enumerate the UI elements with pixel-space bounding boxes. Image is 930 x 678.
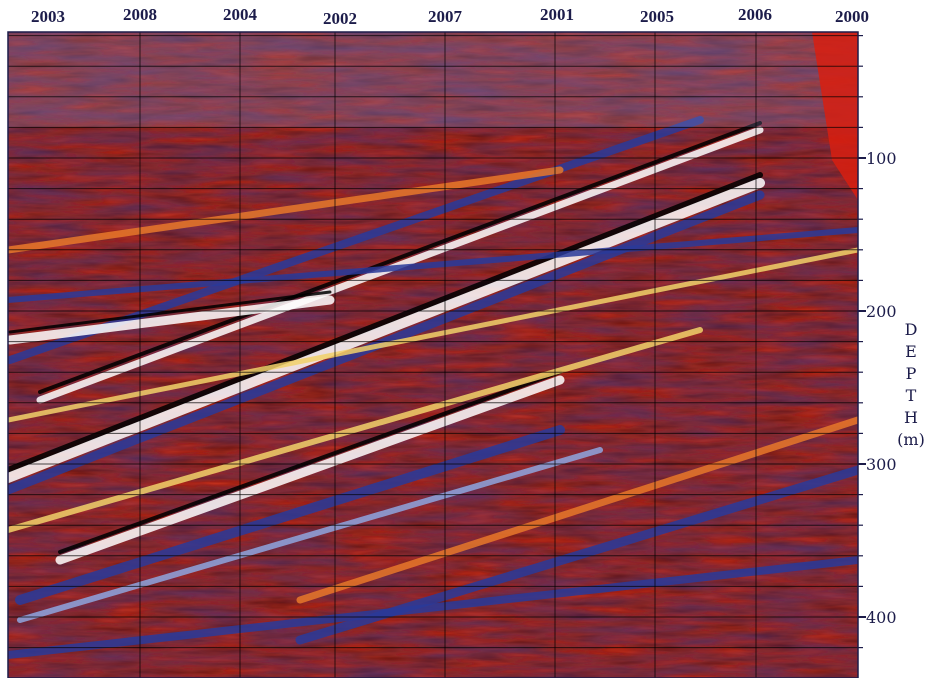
- well-year-label: 2004: [223, 5, 258, 24]
- depth-axis-letter: H: [904, 408, 918, 427]
- depth-axis-letter: (m): [897, 430, 925, 449]
- reflector-band: [55, 375, 565, 565]
- reflector-band: [8, 247, 858, 423]
- well-year-label: 2001: [540, 5, 574, 24]
- well-year-labels: 2003 2008 2004 2002 2007 2001 2005 2006 2000: [31, 5, 869, 28]
- reflector-band: [8, 178, 765, 483]
- depth-axis-letter: D: [905, 320, 918, 339]
- reflector-band: [8, 556, 858, 659]
- well-year-label: 2006: [738, 5, 772, 24]
- depth-tick-label: 200: [866, 302, 897, 321]
- well-year-label: 2005: [640, 7, 674, 26]
- well-year-label: 2003: [31, 7, 65, 26]
- reflector-bands: [8, 116, 858, 659]
- depth-axis: 100 200 300 400: [858, 34, 897, 649]
- depth-axis-letter: P: [906, 364, 917, 383]
- well-year-label: 2007: [428, 7, 463, 26]
- depth-tick-label: 400: [866, 608, 897, 627]
- reflector-band: [8, 116, 704, 364]
- well-year-label: 2002: [323, 9, 357, 28]
- reflector-band: [8, 172, 763, 473]
- reflector-band: [8, 290, 332, 334]
- depth-axis-letter: E: [905, 342, 917, 361]
- well-year-label: 2008: [123, 5, 157, 24]
- depth-axis-letter: T: [906, 386, 917, 405]
- reflector-band: [8, 166, 564, 254]
- depth-tick-label: 300: [866, 455, 897, 474]
- reflector-band: [15, 425, 565, 605]
- near-surface-noise-zone: [8, 32, 858, 127]
- reflector-band: [38, 121, 762, 394]
- reflector-band: [8, 327, 703, 533]
- grid-lines: [8, 32, 858, 678]
- reflector-band: [17, 447, 603, 623]
- plot-border: [7, 31, 859, 678]
- reflector-band: [296, 416, 858, 604]
- reflector-band: [8, 227, 858, 303]
- depth-tick-label: 100: [866, 149, 897, 168]
- well-year-label: 2000: [835, 7, 869, 26]
- seismic-section: [8, 32, 858, 678]
- reflector-band: [8, 295, 335, 345]
- reflector-band: [58, 370, 562, 554]
